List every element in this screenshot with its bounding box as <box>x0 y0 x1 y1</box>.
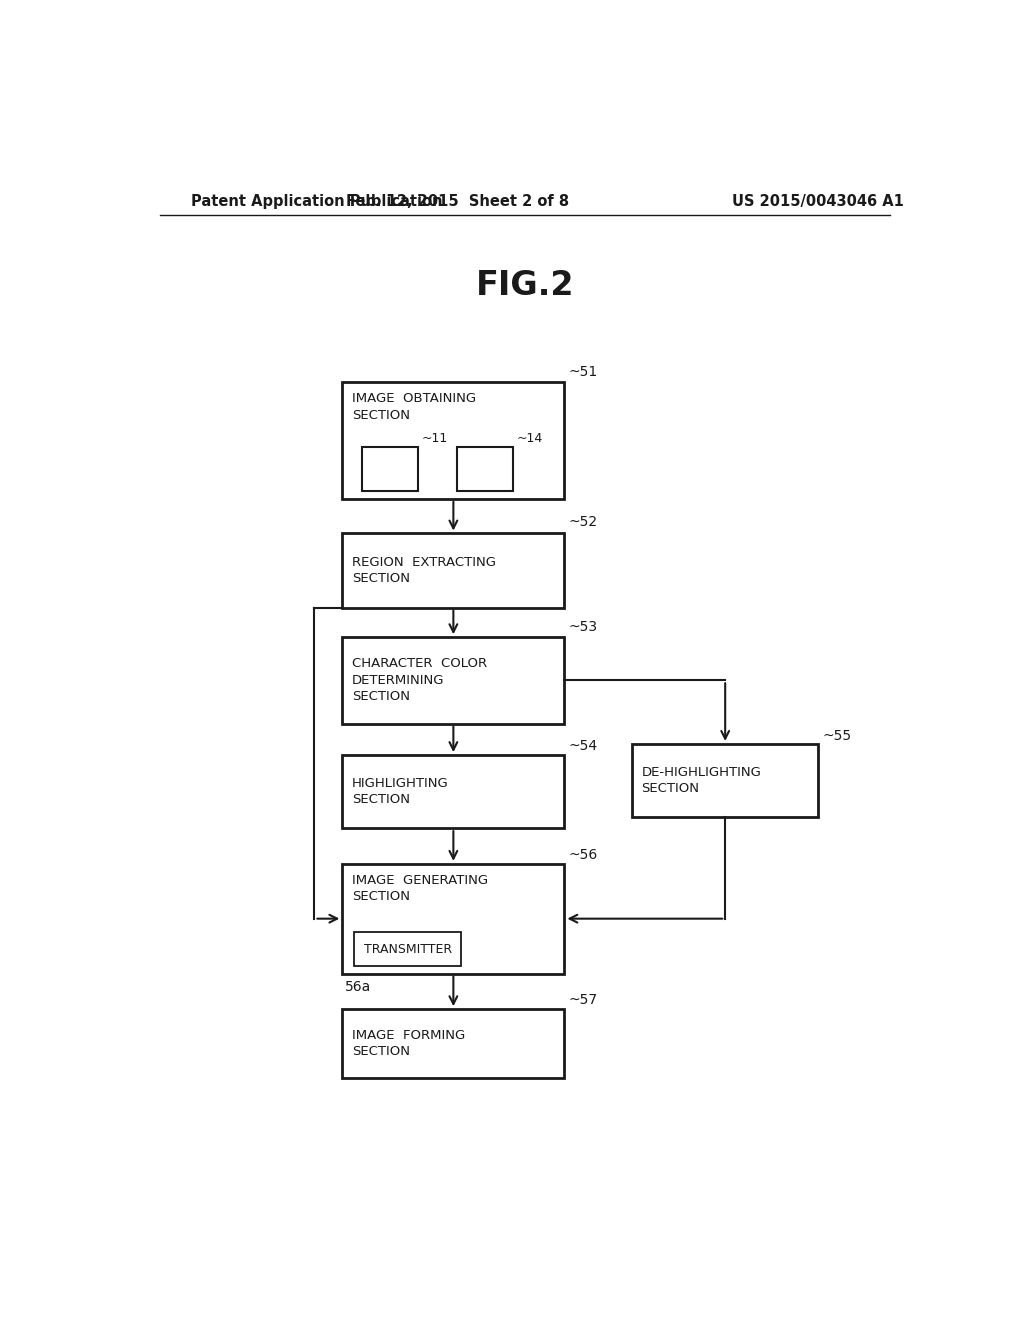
Text: ~14: ~14 <box>517 432 543 445</box>
Bar <box>458 447 513 491</box>
Text: ~55: ~55 <box>822 729 852 743</box>
Text: ~11: ~11 <box>422 432 447 445</box>
Text: ~56: ~56 <box>568 847 598 862</box>
Text: Feb. 12, 2015  Sheet 2 of 8: Feb. 12, 2015 Sheet 2 of 8 <box>346 194 569 209</box>
Text: ~51: ~51 <box>568 364 598 379</box>
Text: Patent Application Publication: Patent Application Publication <box>191 194 443 209</box>
Bar <box>342 381 564 499</box>
Text: DE-HIGHLIGHTING
SECTION: DE-HIGHLIGHTING SECTION <box>641 766 761 795</box>
Bar <box>354 932 461 966</box>
Text: ~53: ~53 <box>568 620 598 634</box>
Text: REGION  EXTRACTING
SECTION: REGION EXTRACTING SECTION <box>352 556 496 585</box>
Bar <box>342 863 564 974</box>
Text: CHARACTER  COLOR
DETERMINING
SECTION: CHARACTER COLOR DETERMINING SECTION <box>352 657 487 704</box>
Bar <box>342 638 564 723</box>
Bar <box>342 533 564 607</box>
Bar <box>342 755 564 828</box>
Text: 56a: 56a <box>345 979 371 994</box>
Text: HIGHLIGHTING
SECTION: HIGHLIGHTING SECTION <box>352 777 449 807</box>
Text: IMAGE  FORMING
SECTION: IMAGE FORMING SECTION <box>352 1028 465 1059</box>
Text: ~57: ~57 <box>568 993 598 1007</box>
Text: US 2015/0043046 A1: US 2015/0043046 A1 <box>732 194 904 209</box>
Text: FIG.2: FIG.2 <box>475 269 574 302</box>
Bar <box>342 1008 564 1078</box>
Text: ~52: ~52 <box>568 515 598 529</box>
Text: TRANSMITTER: TRANSMITTER <box>364 942 452 956</box>
Text: ~54: ~54 <box>568 739 598 752</box>
Text: IMAGE  OBTAINING
SECTION: IMAGE OBTAINING SECTION <box>352 392 476 421</box>
Bar <box>362 447 418 491</box>
Bar <box>632 744 818 817</box>
Text: IMAGE  GENERATING
SECTION: IMAGE GENERATING SECTION <box>352 874 487 903</box>
